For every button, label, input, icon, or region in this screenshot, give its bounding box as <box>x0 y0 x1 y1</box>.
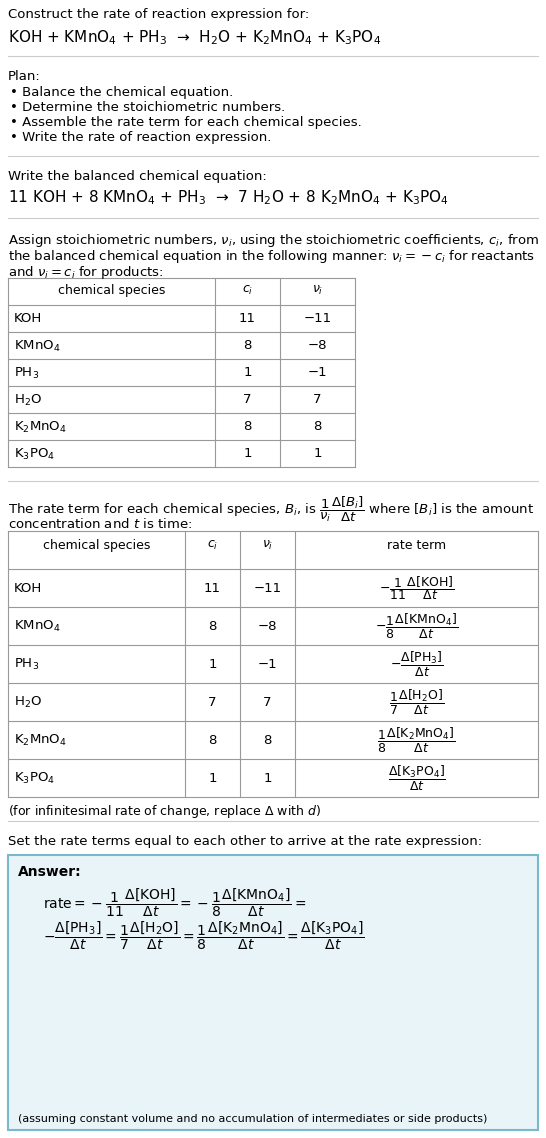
Text: • Write the rate of reaction expression.: • Write the rate of reaction expression. <box>10 131 271 145</box>
Text: −11: −11 <box>253 582 282 594</box>
Text: (assuming constant volume and no accumulation of intermediates or side products): (assuming constant volume and no accumul… <box>18 1114 488 1124</box>
Text: The rate term for each chemical species, $B_i$, is $\dfrac{1}{\nu_i}\dfrac{\Delt: The rate term for each chemical species,… <box>8 495 534 525</box>
Text: $-\dfrac{1}{11}\dfrac{\Delta[\mathrm{KOH}]}{\Delta t}$: $-\dfrac{1}{11}\dfrac{\Delta[\mathrm{KOH… <box>379 574 454 602</box>
Text: 8: 8 <box>313 420 322 432</box>
Text: 11 KOH + 8 KMnO$_4$ + PH$_3$  →  7 H$_2$O + 8 K$_2$MnO$_4$ + K$_3$PO$_4$: 11 KOH + 8 KMnO$_4$ + PH$_3$ → 7 H$_2$O … <box>8 188 449 207</box>
Text: PH$_3$: PH$_3$ <box>14 657 39 671</box>
Text: concentration and $t$ is time:: concentration and $t$ is time: <box>8 517 192 531</box>
Text: KOH: KOH <box>14 312 42 325</box>
Text: 1: 1 <box>244 366 252 379</box>
Text: 7: 7 <box>208 695 217 709</box>
Text: 8: 8 <box>263 734 272 747</box>
Text: 7: 7 <box>244 393 252 406</box>
Text: 8: 8 <box>209 734 217 747</box>
Text: $-\dfrac{\Delta[\mathrm{PH_3}]}{\Delta t}$: $-\dfrac{\Delta[\mathrm{PH_3}]}{\Delta t… <box>390 650 443 678</box>
Text: • Assemble the rate term for each chemical species.: • Assemble the rate term for each chemic… <box>10 116 362 129</box>
Text: chemical species: chemical species <box>58 284 165 297</box>
Text: PH$_3$: PH$_3$ <box>14 366 39 381</box>
Text: the balanced chemical equation in the following manner: $\nu_i = -c_i$ for react: the balanced chemical equation in the fo… <box>8 248 535 265</box>
Text: −8: −8 <box>258 619 277 633</box>
Text: K$_2$MnO$_4$: K$_2$MnO$_4$ <box>14 733 67 748</box>
Text: $\dfrac{1}{8}\dfrac{\Delta[\mathrm{K_2MnO_4}]}{\Delta t}$: $\dfrac{1}{8}\dfrac{\Delta[\mathrm{K_2Mn… <box>377 726 456 754</box>
Text: 7: 7 <box>263 695 272 709</box>
Text: 8: 8 <box>244 420 252 432</box>
Text: Write the balanced chemical equation:: Write the balanced chemical equation: <box>8 170 267 183</box>
Text: K$_3$PO$_4$: K$_3$PO$_4$ <box>14 770 55 785</box>
Text: −11: −11 <box>304 312 331 325</box>
Text: −8: −8 <box>308 339 327 352</box>
Text: rate term: rate term <box>387 539 446 552</box>
Text: K$_2$MnO$_4$: K$_2$MnO$_4$ <box>14 420 67 435</box>
Text: Set the rate terms equal to each other to arrive at the rate expression:: Set the rate terms equal to each other t… <box>8 835 482 848</box>
Text: (for infinitesimal rate of change, replace Δ with $d$): (for infinitesimal rate of change, repla… <box>8 803 321 820</box>
Text: 11: 11 <box>239 312 256 325</box>
Text: 1: 1 <box>313 447 322 460</box>
Text: 1: 1 <box>263 772 272 784</box>
Text: −1: −1 <box>308 366 327 379</box>
Text: 1: 1 <box>244 447 252 460</box>
Text: 1: 1 <box>208 658 217 670</box>
Text: $c_i$: $c_i$ <box>242 284 253 297</box>
Text: $-\dfrac{\Delta[\mathrm{PH_3}]}{\Delta t} = \dfrac{1}{7}\dfrac{\Delta[\mathrm{H_: $-\dfrac{\Delta[\mathrm{PH_3}]}{\Delta t… <box>43 920 365 953</box>
Text: 11: 11 <box>204 582 221 594</box>
Text: KMnO$_4$: KMnO$_4$ <box>14 339 61 354</box>
FancyBboxPatch shape <box>8 855 538 1130</box>
Text: 8: 8 <box>244 339 252 352</box>
Text: • Determine the stoichiometric numbers.: • Determine the stoichiometric numbers. <box>10 101 285 114</box>
Text: $\mathrm{rate} = -\dfrac{1}{11}\dfrac{\Delta[\mathrm{KOH}]}{\Delta t} = -\dfrac{: $\mathrm{rate} = -\dfrac{1}{11}\dfrac{\D… <box>43 887 306 920</box>
Text: H$_2$O: H$_2$O <box>14 694 42 710</box>
Text: Assign stoichiometric numbers, $\nu_i$, using the stoichiometric coefficients, $: Assign stoichiometric numbers, $\nu_i$, … <box>8 232 539 249</box>
Text: $\nu_i$: $\nu_i$ <box>312 284 323 297</box>
Text: $-\dfrac{1}{8}\dfrac{\Delta[\mathrm{KMnO_4}]}{\Delta t}$: $-\dfrac{1}{8}\dfrac{\Delta[\mathrm{KMnO… <box>375 611 458 641</box>
Text: $\nu_i$: $\nu_i$ <box>262 539 273 552</box>
Text: H$_2$O: H$_2$O <box>14 393 42 409</box>
Text: KOH + KMnO$_4$ + PH$_3$  →  H$_2$O + K$_2$MnO$_4$ + K$_3$PO$_4$: KOH + KMnO$_4$ + PH$_3$ → H$_2$O + K$_2$… <box>8 28 381 47</box>
Text: 1: 1 <box>208 772 217 784</box>
Text: Answer:: Answer: <box>18 865 81 879</box>
Text: $c_i$: $c_i$ <box>207 539 218 552</box>
Text: $\dfrac{\Delta[\mathrm{K_3PO_4}]}{\Delta t}$: $\dfrac{\Delta[\mathrm{K_3PO_4}]}{\Delta… <box>388 764 446 792</box>
Text: 7: 7 <box>313 393 322 406</box>
Text: KOH: KOH <box>14 582 42 594</box>
Text: K$_3$PO$_4$: K$_3$PO$_4$ <box>14 447 55 462</box>
Text: • Balance the chemical equation.: • Balance the chemical equation. <box>10 86 233 99</box>
Text: 8: 8 <box>209 619 217 633</box>
Text: −1: −1 <box>258 658 277 670</box>
Text: $\dfrac{1}{7}\dfrac{\Delta[\mathrm{H_2O}]}{\Delta t}$: $\dfrac{1}{7}\dfrac{\Delta[\mathrm{H_2O}… <box>389 687 444 717</box>
Text: chemical species: chemical species <box>43 539 150 552</box>
Text: Construct the rate of reaction expression for:: Construct the rate of reaction expressio… <box>8 8 309 20</box>
Text: and $\nu_i = c_i$ for products:: and $\nu_i = c_i$ for products: <box>8 264 164 281</box>
Text: Plan:: Plan: <box>8 71 41 83</box>
Text: KMnO$_4$: KMnO$_4$ <box>14 618 61 634</box>
